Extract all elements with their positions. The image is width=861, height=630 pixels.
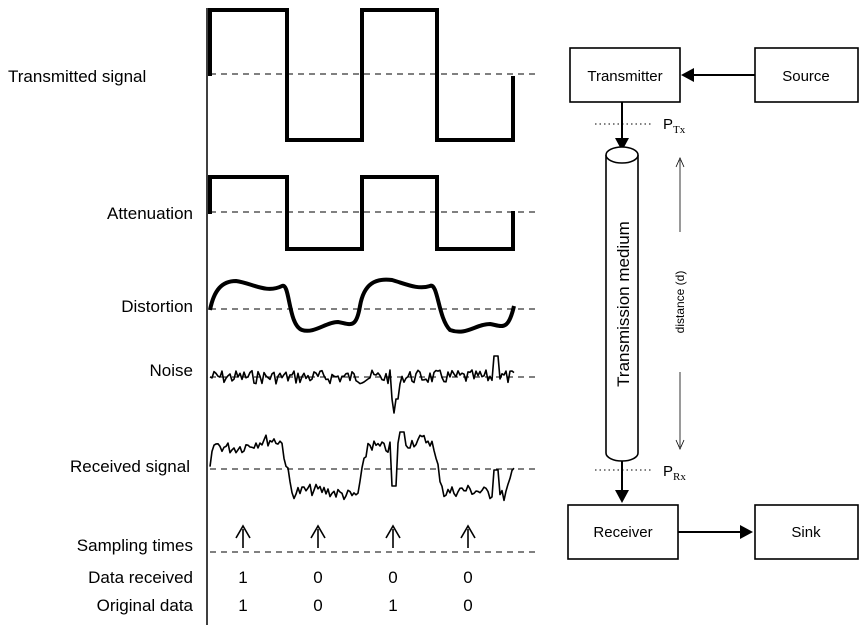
sampling-arrows bbox=[235, 524, 476, 548]
transmitter-block bbox=[569, 47, 681, 103]
label-original-data: Original data bbox=[97, 596, 194, 615]
sampling-arrow bbox=[460, 524, 476, 548]
sink-block bbox=[754, 504, 859, 560]
label-attenuation: Attenuation bbox=[107, 204, 193, 223]
distorted-waveform bbox=[208, 277, 516, 334]
label-noise: Noise bbox=[150, 361, 193, 380]
distance-label: distance (d) bbox=[673, 271, 687, 334]
sampling-arrow bbox=[310, 524, 326, 548]
sampling-arrow bbox=[385, 524, 401, 548]
data-received-bit: 0 bbox=[463, 568, 472, 587]
distance-arrowhead-top bbox=[675, 157, 685, 168]
sampling-arrow bbox=[235, 524, 251, 548]
sink-label: Sink bbox=[791, 524, 821, 541]
transmission-medium-label: Transmission medium bbox=[614, 221, 633, 387]
original-data-bit: 1 bbox=[238, 596, 247, 615]
prx-label: PRx bbox=[663, 463, 686, 483]
label-data-received: Data received bbox=[88, 568, 193, 587]
original-data-bit: 0 bbox=[463, 596, 472, 615]
data-received-bit: 1 bbox=[238, 568, 247, 587]
received-waveform bbox=[209, 431, 515, 502]
data-received-bit: 0 bbox=[313, 568, 322, 587]
arrowhead-transmitter-to-medium bbox=[615, 138, 629, 151]
arrowhead-receiver-to-sink bbox=[740, 525, 753, 539]
noise-waveform bbox=[209, 355, 515, 414]
distance-arrowhead-bottom bbox=[675, 439, 685, 450]
transmission-medium-cylinder bbox=[605, 146, 639, 462]
label-received-signal: Received signal bbox=[70, 457, 190, 476]
label-sampling-times: Sampling times bbox=[77, 536, 193, 555]
arrowhead-source-to-transmitter bbox=[681, 68, 694, 82]
receiver-label: Receiver bbox=[593, 524, 652, 541]
receiver-block bbox=[567, 504, 679, 560]
label-transmitted-signal: Transmitted signal bbox=[8, 67, 146, 86]
data-received-bit: 0 bbox=[388, 568, 397, 587]
source-label: Source bbox=[782, 68, 830, 85]
attenuated-waveform bbox=[208, 175, 515, 251]
original-data-bit: 1 bbox=[388, 596, 397, 615]
arrowhead-medium-to-receiver bbox=[615, 490, 629, 503]
label-distortion: Distortion bbox=[121, 297, 193, 316]
original-data-bit: 0 bbox=[313, 596, 322, 615]
transmitter-label: Transmitter bbox=[587, 68, 662, 85]
source-block bbox=[754, 47, 859, 103]
transmitted-waveform bbox=[208, 8, 515, 142]
ptx-label: PTx bbox=[663, 116, 686, 136]
